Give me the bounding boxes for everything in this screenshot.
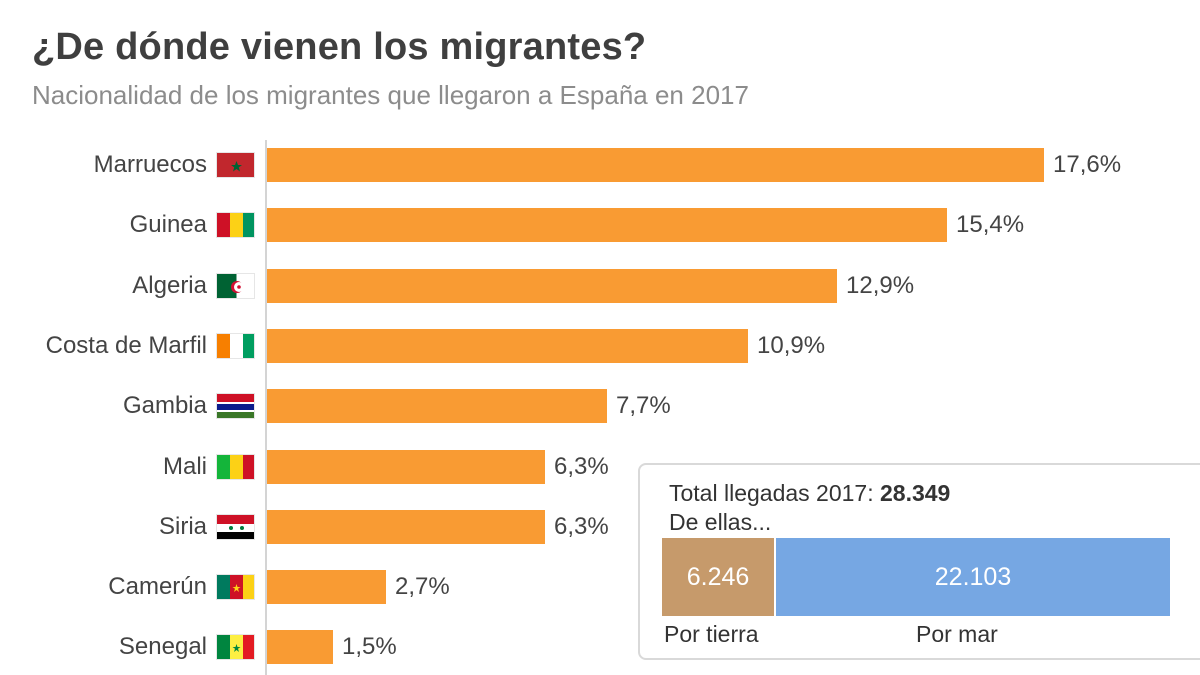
- bar-row: Mali 6,3%: [0, 450, 1200, 484]
- sea-arrivals-segment: 22.103: [776, 538, 1170, 616]
- value-label: 15,4%: [956, 211, 1025, 238]
- value-label: 2,7%: [395, 573, 450, 600]
- guinea-flag-icon: [216, 212, 255, 238]
- bar: [267, 208, 947, 242]
- value-label: 6,3%: [554, 453, 609, 480]
- gambia-flag-icon: [216, 393, 255, 419]
- senegal-flag-icon: [216, 634, 255, 660]
- bar: [267, 630, 333, 664]
- bar-row: Gambia 7,7%: [0, 389, 1200, 423]
- category-label: Camerún: [108, 573, 207, 600]
- bar: [267, 148, 1044, 182]
- category-label: Guinea: [129, 211, 207, 238]
- land-arrivals-label: Por tierra: [664, 621, 759, 647]
- bar-row: Algeria 12,9%: [0, 269, 1200, 303]
- category-axis-line: [265, 140, 267, 675]
- chart-title: ¿De dónde vienen los migrantes?: [32, 26, 647, 68]
- syria-flag-icon: [216, 514, 255, 540]
- bar: [267, 510, 545, 544]
- category-label: Costa de Marfil: [45, 332, 207, 359]
- total-arrivals-label: Total llegadas 2017:: [669, 480, 880, 506]
- bar: [267, 269, 837, 303]
- value-label: 7,7%: [616, 392, 671, 419]
- cameroon-flag-icon: [216, 574, 255, 600]
- bar: [267, 570, 386, 604]
- category-label: Mali: [162, 453, 207, 480]
- morocco-flag-icon: [216, 152, 255, 178]
- category-label: Algeria: [132, 272, 207, 299]
- of-which-label: De ellas...: [669, 509, 772, 535]
- total-arrivals-text: Total llegadas 2017: 28.349: [669, 480, 950, 507]
- category-label: Gambia: [122, 392, 207, 419]
- total-arrivals-value: 28.349: [880, 480, 951, 506]
- bar-row: Senegal 1,5%: [0, 630, 1200, 664]
- bar: [267, 329, 748, 363]
- value-label: 10,9%: [757, 332, 826, 359]
- bar-row: Costa de Marfil 10,9%: [0, 329, 1200, 363]
- land-arrivals-value: 6.246: [686, 562, 750, 591]
- category-label: Siria: [158, 513, 207, 540]
- value-label: 17,6%: [1053, 151, 1122, 178]
- value-label: 12,9%: [846, 272, 915, 299]
- ivory-coast-flag-icon: [216, 333, 255, 359]
- land-arrivals-segment: 6.246: [662, 538, 774, 616]
- mali-flag-icon: [216, 454, 255, 480]
- sea-arrivals-label: Por mar: [916, 621, 998, 647]
- value-label: 1,5%: [342, 633, 397, 660]
- algeria-flag-icon: [216, 273, 255, 299]
- sea-arrivals-value: 22.103: [934, 562, 1012, 591]
- bar-row: Marruecos 17,6%: [0, 148, 1200, 182]
- bar-row: Siria 6,3%: [0, 510, 1200, 544]
- bar: [267, 450, 545, 484]
- bar-row: Guinea 15,4%: [0, 208, 1200, 242]
- chart-subtitle: Nacionalidad de los migrantes que llegar…: [32, 80, 749, 110]
- category-label: Marruecos: [93, 151, 207, 178]
- arrivals-summary-panel: Total llegadas 2017: 28.349 De ellas... …: [638, 463, 1200, 660]
- bar-row: Camerún 2,7%: [0, 570, 1200, 604]
- value-label: 6,3%: [554, 513, 609, 540]
- bar: [267, 389, 607, 423]
- category-label: Senegal: [118, 633, 207, 660]
